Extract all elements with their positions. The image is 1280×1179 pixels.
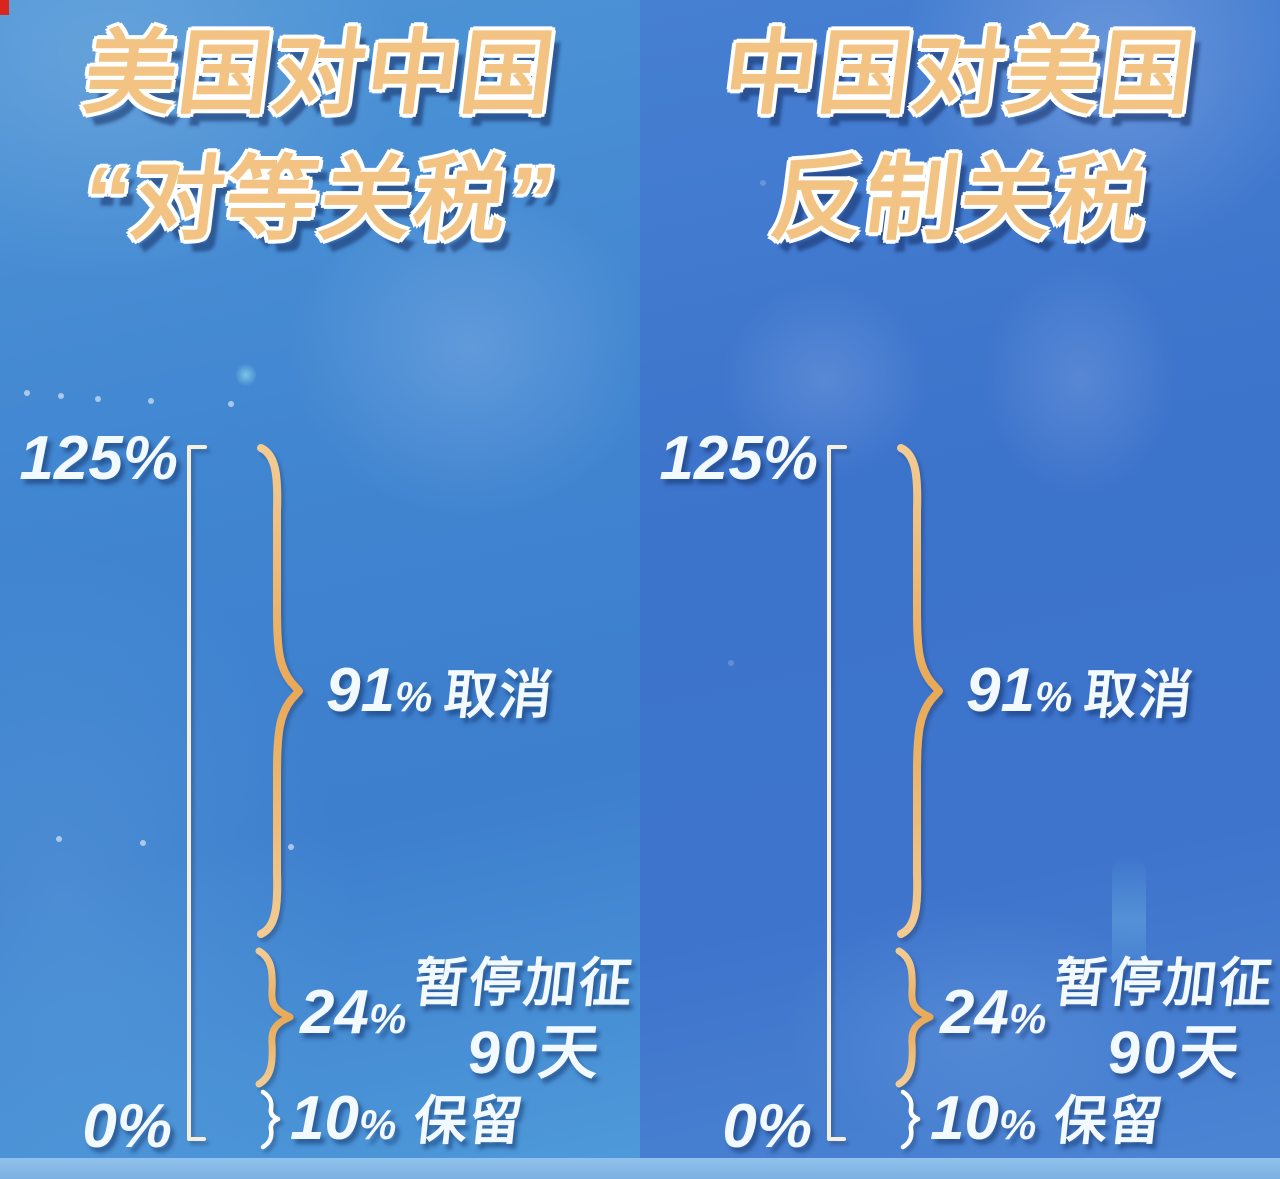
value-number: 91 <box>326 656 395 725</box>
label-90-days: 90天 <box>464 1019 605 1086</box>
value-10-percent: 10% <box>290 1088 396 1150</box>
percent-sign: % <box>1034 673 1073 720</box>
value-10-percent: 10% <box>930 1088 1036 1150</box>
label-suspended: 暂停加征 <box>1051 954 1278 1013</box>
axis-bottom-label: 0% <box>82 1092 172 1161</box>
bokeh-speck <box>140 840 146 846</box>
label-retained: 保留 <box>1051 1092 1168 1151</box>
axis-top-label: 125% <box>659 424 818 493</box>
bokeh-speck <box>56 836 62 842</box>
axis-top-label: 125% <box>19 424 178 493</box>
axis-and-braces-graphic <box>827 444 943 1150</box>
label-cancelled: 取消 <box>441 666 558 725</box>
bokeh-glow <box>236 362 256 388</box>
value-24-percent: 24% <box>300 982 406 1044</box>
percent-sign: % <box>998 1101 1037 1148</box>
label-retained: 保留 <box>411 1092 528 1151</box>
bokeh-speck <box>148 398 154 404</box>
bokeh-speck <box>95 396 101 402</box>
corner-red-mark <box>0 0 9 15</box>
percent-sign: % <box>368 995 407 1042</box>
value-number: 10 <box>290 1084 359 1153</box>
brace-91-icon <box>897 444 943 938</box>
percent-sign: % <box>358 1101 397 1148</box>
panel-china-counter-tariff: 中国对美国 反制关税 125% 0% 91% <box>640 0 1280 1179</box>
bokeh-speck <box>728 660 734 666</box>
value-24-percent: 24% <box>940 982 1046 1044</box>
value-number: 24 <box>940 978 1009 1047</box>
value-number: 24 <box>300 978 369 1047</box>
bokeh-glow <box>1112 855 1146 985</box>
percent-sign: % <box>1008 995 1047 1042</box>
panel-us-reciprocal-tariff: 美国对中国 “对等关税” 125% 0% 91% <box>0 0 640 1179</box>
brace-10-icon <box>260 1089 281 1150</box>
axis-bottom-label: 0% <box>722 1092 812 1161</box>
bokeh-speck <box>24 390 30 396</box>
bottom-light-strip <box>0 1158 1280 1179</box>
brace-24-icon <box>255 947 294 1088</box>
label-suspended: 暂停加征 <box>411 954 638 1013</box>
axis-line <box>827 445 847 1141</box>
bokeh-speck <box>228 401 234 407</box>
brace-10-icon <box>900 1089 921 1150</box>
bokeh-speck <box>760 180 766 186</box>
percent-sign: % <box>394 673 433 720</box>
label-90-days: 90天 <box>1104 1019 1245 1086</box>
value-91-percent: 91% <box>326 660 432 722</box>
value-number: 10 <box>930 1084 999 1153</box>
value-number: 91 <box>966 656 1035 725</box>
label-cancelled: 取消 <box>1081 666 1198 725</box>
axis-line <box>187 445 207 1141</box>
bokeh-speck <box>288 844 294 850</box>
brace-24-icon <box>895 947 934 1088</box>
value-91-percent: 91% <box>966 660 1072 722</box>
axis-and-braces-graphic <box>187 444 303 1150</box>
brace-91-icon <box>257 444 303 938</box>
bokeh-speck <box>58 393 64 399</box>
